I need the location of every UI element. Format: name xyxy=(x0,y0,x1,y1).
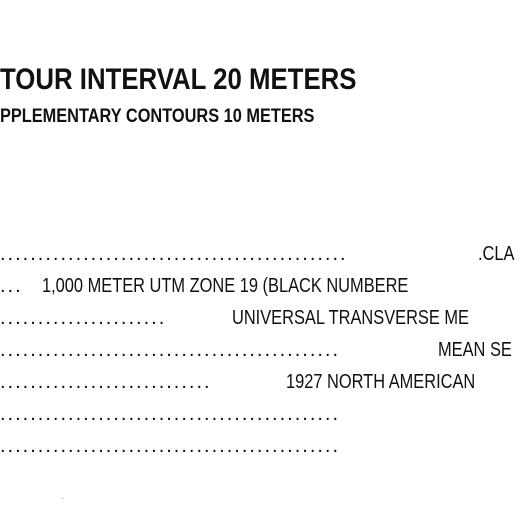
dot-leader: ...................... xyxy=(0,307,167,329)
contour-interval-title: TOUR INTERVAL 20 METERS xyxy=(0,63,357,96)
dot-leader: ........................................… xyxy=(0,243,348,265)
dot-leader: ........................................… xyxy=(0,339,341,361)
dot-leader: ............................ xyxy=(0,371,212,393)
note-text-clarke: .CLA xyxy=(478,243,515,265)
note-text-utm-grid: 1,000 METER UTM ZONE 19 (BLACK NUMBERE xyxy=(42,275,409,297)
dot-leader: ........................................… xyxy=(0,435,341,457)
supplementary-contours-subtitle: PPLEMENTARY CONTOURS 10 METERS xyxy=(0,106,315,127)
dot-leader: ........................................… xyxy=(0,403,341,425)
note-text-mean-sea-level: MEAN SE xyxy=(438,339,512,361)
scan-speck xyxy=(62,498,64,499)
note-text-projection: UNIVERSAL TRANSVERSE ME xyxy=(232,307,469,329)
note-text-datum: 1927 NORTH AMERICAN xyxy=(286,371,476,393)
dot-leader: ... xyxy=(0,275,23,297)
